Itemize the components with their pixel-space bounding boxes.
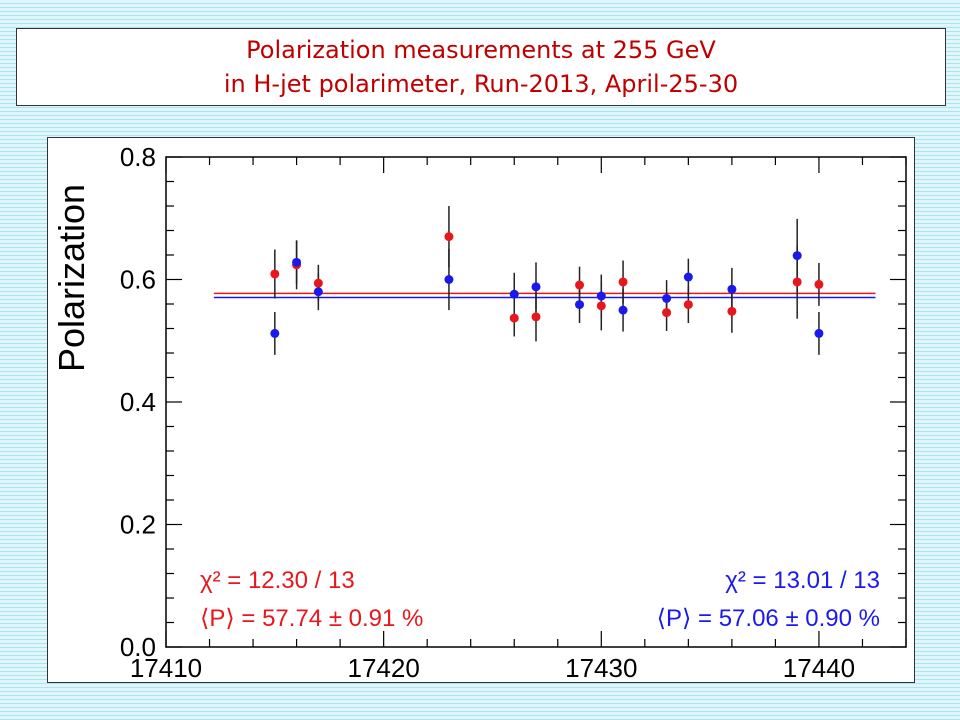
plot-panel [47, 137, 915, 683]
blue-data-point [727, 284, 737, 294]
blue-data-point [575, 300, 585, 310]
blue-data-point [662, 293, 672, 303]
y-tick-label: 0.8 [120, 142, 156, 172]
blue-data-point [509, 289, 519, 299]
red-data-point [270, 269, 280, 279]
y-tick-label: 0.0 [120, 632, 156, 662]
y-tick-label: 0.6 [120, 265, 156, 295]
red-data-point [618, 277, 628, 287]
title-line-1: Polarization measurements at 255 GeV [246, 36, 716, 64]
title-line-2: in H-jet polarimeter, Run-2013, April-25… [223, 70, 739, 98]
ticks: 17410 17420 17430 17440 0.0 0.2 0.4 0.6 0.8 [120, 142, 907, 683]
blue-chi2-text: χ² = 13.01 / 13 [725, 567, 880, 594]
blue-data-point [270, 328, 280, 338]
blue-data-point [618, 305, 628, 315]
x-tick-label: 17410 [130, 653, 202, 683]
red-data-point [509, 313, 519, 323]
blue-data-point [444, 275, 454, 284]
red-data-point [727, 306, 737, 316]
red-chi2-text: χ² = 12.30 / 13 [200, 567, 355, 594]
blue-mean-text: ⟨P⟩ = 57.06 ± 0.90 % [657, 605, 880, 632]
x-tick-label: 17430 [565, 653, 637, 683]
red-data-point [792, 277, 802, 287]
blue-data-point [683, 272, 693, 282]
blue-data-point [292, 257, 302, 267]
red-mean-text: ⟨P⟩ = 57.74 ± 0.91 % [200, 605, 423, 632]
x-tick-label: 17420 [347, 653, 419, 683]
red-data-point [814, 279, 824, 289]
blue-data-point [596, 291, 606, 301]
y-axis-label: Polarization [51, 184, 92, 372]
blue-data-point [313, 287, 323, 297]
x-tick-label: 17440 [783, 653, 855, 683]
red-data-point [662, 308, 672, 318]
y-tick-label: 0.4 [120, 387, 156, 417]
red-data-point [683, 300, 693, 310]
y-tick-label: 0.2 [120, 510, 156, 540]
red-data-point [531, 312, 541, 322]
data-points [270, 206, 824, 355]
red-data-point [575, 280, 585, 290]
red-data-point [444, 232, 454, 242]
blue-data-point [531, 282, 541, 292]
fit-lines [213, 292, 876, 299]
red-data-point [596, 301, 606, 311]
red-data-point [313, 278, 323, 288]
blue-data-point [814, 328, 824, 338]
blue-data-point [792, 251, 802, 261]
title-box: Polarization measurements at 255 GeV in … [16, 28, 946, 106]
